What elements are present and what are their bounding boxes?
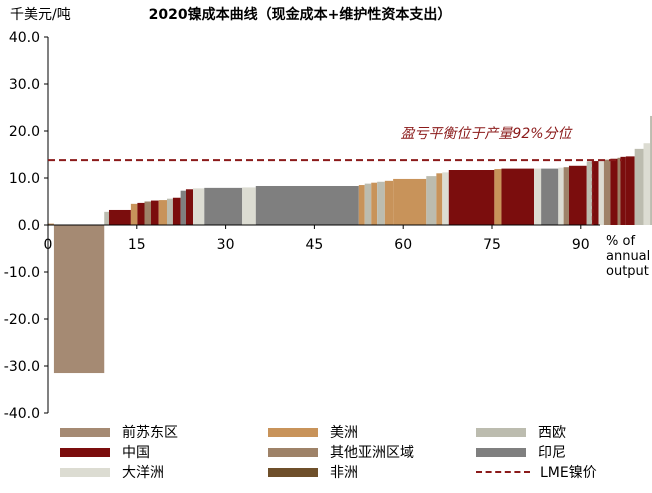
bar-15 [242,187,256,225]
bar-26 [448,170,495,225]
x-tick-label-0: 0 [44,237,53,253]
y-tick-label-8: -40.0 [4,406,40,422]
bar-2 [104,211,109,225]
x-tick-label-2: 30 [217,237,235,253]
bar-25 [442,172,449,225]
bar-38 [610,158,618,225]
bar-28 [501,168,535,225]
x-tick-label-6: 90 [572,237,590,253]
y-tick-label-3: 10.0 [9,171,40,187]
bar-30 [541,168,559,225]
breakeven-annotation: 盈亏平衡位于产量92%分位 [400,126,573,142]
x-axis-label-line-0: % of [606,234,635,249]
bar-36 [598,160,604,225]
bar-33 [568,165,587,225]
bar-39 [617,157,621,225]
bar-43 [643,143,651,225]
bar-32 [563,167,569,225]
y-axis-label: 千美元/吨 [10,7,71,23]
bar-31 [558,167,564,225]
bar-37 [603,159,611,225]
x-tick-label-3: 45 [305,237,323,253]
bar-17 [358,185,365,225]
x-tick-label-1: 15 [128,237,146,253]
y-tick-label-5: -10.0 [4,265,40,281]
y-tick-label-1: 30.0 [9,77,40,93]
bar-11 [180,190,186,225]
bar-18 [364,183,372,225]
bar-10 [172,197,181,225]
bar-41 [625,156,635,225]
bar-44 [650,115,652,225]
bar-35 [592,161,599,225]
bar-27 [494,169,502,225]
x-axis-label-line-1: annual [606,249,650,264]
bar-21 [384,180,394,225]
bar-13 [193,188,205,225]
bar-19 [371,182,378,225]
bar-42 [634,148,644,225]
y-tick-label-4: 0.0 [18,218,40,234]
bar-23 [426,176,437,225]
x-tick-label-5: 75 [483,237,501,253]
bar-34 [586,161,593,225]
bar-1 [53,225,105,374]
bar-7 [151,200,159,225]
y-tick-label-0: 40.0 [9,30,40,46]
bar-24 [436,173,443,225]
bar-22 [393,178,427,225]
bar-20 [377,181,385,225]
bar-6 [144,201,152,225]
bar-14 [204,187,243,225]
plot-area: 40.0 30.0 20.0 10.0 0.0 -10.0 -20.0 -30.0 -40.0 0… [4,30,652,422]
x-tick-label-4: 60 [394,237,412,253]
bar-5 [137,202,145,225]
x-axis-label-line-2: output [606,264,649,279]
chart-title: 2020镍成本曲线（现金成本+维护性资本支出） [149,6,452,23]
bar-40 [620,156,626,225]
bar-9 [166,198,173,225]
bar-4 [130,203,138,225]
y-tick-label-6: -20.0 [4,312,40,328]
bar-12 [185,189,194,225]
bar-8 [158,200,167,225]
bar-29 [534,168,542,225]
bar-0 [48,223,54,225]
y-tick-label-7: -30.0 [4,359,40,375]
bar-16 [255,185,359,225]
y-tick-label-2: 20.0 [9,124,40,140]
bar-3 [108,209,131,225]
